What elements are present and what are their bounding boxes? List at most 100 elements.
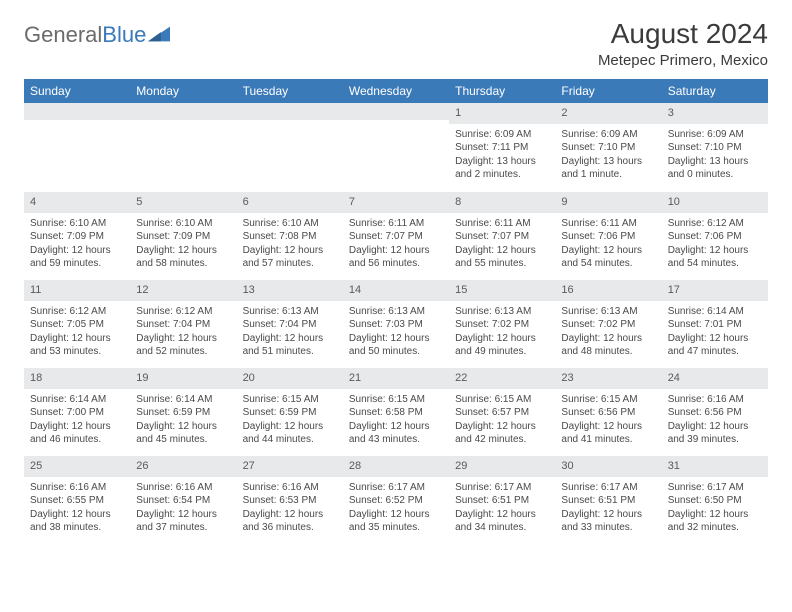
daylight-text: Daylight: 12 hours and 38 minutes. — [30, 508, 124, 535]
sunrise-text: Sunrise: 6:13 AM — [455, 305, 549, 319]
day-number — [130, 103, 236, 121]
sunrise-text: Sunrise: 6:15 AM — [349, 393, 443, 407]
sunset-text: Sunset: 6:53 PM — [243, 494, 337, 508]
calendar-cell: 31Sunrise: 6:17 AMSunset: 6:50 PMDayligh… — [662, 455, 768, 543]
day-content: Sunrise: 6:16 AMSunset: 6:56 PMDaylight:… — [662, 390, 768, 451]
daylight-text: Daylight: 12 hours and 56 minutes. — [349, 244, 443, 271]
daylight-text: Daylight: 12 hours and 45 minutes. — [136, 420, 230, 447]
calendar-cell — [237, 103, 343, 191]
daylight-text: Daylight: 12 hours and 32 minutes. — [668, 508, 762, 535]
calendar-cell: 12Sunrise: 6:12 AMSunset: 7:04 PMDayligh… — [130, 279, 236, 367]
day-content: Sunrise: 6:17 AMSunset: 6:50 PMDaylight:… — [662, 478, 768, 539]
day-content: Sunrise: 6:14 AMSunset: 7:00 PMDaylight:… — [24, 390, 130, 451]
day-number — [237, 103, 343, 121]
calendar-week-row: 1Sunrise: 6:09 AMSunset: 7:11 PMDaylight… — [24, 103, 768, 191]
sunrise-text: Sunrise: 6:12 AM — [30, 305, 124, 319]
sunset-text: Sunset: 7:04 PM — [136, 318, 230, 332]
day-content: Sunrise: 6:11 AMSunset: 7:07 PMDaylight:… — [343, 214, 449, 275]
day-number: 21 — [343, 368, 449, 390]
day-header-row: Sunday Monday Tuesday Wednesday Thursday… — [24, 79, 768, 103]
calendar-cell: 30Sunrise: 6:17 AMSunset: 6:51 PMDayligh… — [555, 455, 661, 543]
calendar-cell: 5Sunrise: 6:10 AMSunset: 7:09 PMDaylight… — [130, 191, 236, 279]
sunset-text: Sunset: 7:09 PM — [30, 230, 124, 244]
daylight-text: Daylight: 12 hours and 41 minutes. — [561, 420, 655, 447]
day-number: 19 — [130, 368, 236, 390]
brand-part2: Blue — [102, 22, 146, 48]
daylight-text: Daylight: 12 hours and 58 minutes. — [136, 244, 230, 271]
calendar-cell: 14Sunrise: 6:13 AMSunset: 7:03 PMDayligh… — [343, 279, 449, 367]
day-number: 22 — [449, 368, 555, 390]
calendar-table: Sunday Monday Tuesday Wednesday Thursday… — [24, 79, 768, 544]
sunrise-text: Sunrise: 6:13 AM — [243, 305, 337, 319]
day-number: 4 — [24, 192, 130, 214]
day-content: Sunrise: 6:09 AMSunset: 7:11 PMDaylight:… — [449, 125, 555, 186]
day-content: Sunrise: 6:10 AMSunset: 7:09 PMDaylight:… — [130, 214, 236, 275]
daylight-text: Daylight: 12 hours and 52 minutes. — [136, 332, 230, 359]
daylight-text: Daylight: 12 hours and 39 minutes. — [668, 420, 762, 447]
day-content: Sunrise: 6:14 AMSunset: 7:01 PMDaylight:… — [662, 302, 768, 363]
daylight-text: Daylight: 12 hours and 53 minutes. — [30, 332, 124, 359]
day-content: Sunrise: 6:16 AMSunset: 6:54 PMDaylight:… — [130, 478, 236, 539]
calendar-cell: 7Sunrise: 6:11 AMSunset: 7:07 PMDaylight… — [343, 191, 449, 279]
day-header: Tuesday — [237, 79, 343, 103]
sunrise-text: Sunrise: 6:16 AM — [668, 393, 762, 407]
day-content: Sunrise: 6:14 AMSunset: 6:59 PMDaylight:… — [130, 390, 236, 451]
daylight-text: Daylight: 13 hours and 0 minutes. — [668, 155, 762, 182]
daylight-text: Daylight: 12 hours and 49 minutes. — [455, 332, 549, 359]
logo-triangle-icon — [148, 26, 170, 42]
sunset-text: Sunset: 7:07 PM — [455, 230, 549, 244]
day-header: Monday — [130, 79, 236, 103]
calendar-cell — [24, 103, 130, 191]
calendar-cell — [343, 103, 449, 191]
day-number: 12 — [130, 280, 236, 302]
daylight-text: Daylight: 12 hours and 55 minutes. — [455, 244, 549, 271]
sunset-text: Sunset: 7:00 PM — [30, 406, 124, 420]
sunset-text: Sunset: 7:01 PM — [668, 318, 762, 332]
sunset-text: Sunset: 7:10 PM — [561, 141, 655, 155]
daylight-text: Daylight: 12 hours and 43 minutes. — [349, 420, 443, 447]
day-number: 11 — [24, 280, 130, 302]
sunrise-text: Sunrise: 6:10 AM — [30, 217, 124, 231]
sunset-text: Sunset: 7:11 PM — [455, 141, 549, 155]
day-header: Wednesday — [343, 79, 449, 103]
calendar-cell: 25Sunrise: 6:16 AMSunset: 6:55 PMDayligh… — [24, 455, 130, 543]
day-content: Sunrise: 6:12 AMSunset: 7:05 PMDaylight:… — [24, 302, 130, 363]
sunrise-text: Sunrise: 6:15 AM — [561, 393, 655, 407]
day-content: Sunrise: 6:16 AMSunset: 6:53 PMDaylight:… — [237, 478, 343, 539]
day-number: 2 — [555, 103, 661, 125]
day-content: Sunrise: 6:11 AMSunset: 7:07 PMDaylight:… — [449, 214, 555, 275]
daylight-text: Daylight: 13 hours and 1 minute. — [561, 155, 655, 182]
sunrise-text: Sunrise: 6:10 AM — [243, 217, 337, 231]
day-number: 28 — [343, 456, 449, 478]
calendar-week-row: 18Sunrise: 6:14 AMSunset: 7:00 PMDayligh… — [24, 367, 768, 455]
daylight-text: Daylight: 12 hours and 48 minutes. — [561, 332, 655, 359]
day-number: 9 — [555, 192, 661, 214]
calendar-cell: 26Sunrise: 6:16 AMSunset: 6:54 PMDayligh… — [130, 455, 236, 543]
calendar-cell: 3Sunrise: 6:09 AMSunset: 7:10 PMDaylight… — [662, 103, 768, 191]
day-content: Sunrise: 6:13 AMSunset: 7:04 PMDaylight:… — [237, 302, 343, 363]
day-content: Sunrise: 6:10 AMSunset: 7:08 PMDaylight:… — [237, 214, 343, 275]
sunrise-text: Sunrise: 6:09 AM — [668, 128, 762, 142]
calendar-page: GeneralBlue August 2024 Metepec Primero,… — [0, 0, 792, 554]
day-number: 31 — [662, 456, 768, 478]
sunrise-text: Sunrise: 6:16 AM — [30, 481, 124, 495]
calendar-cell: 21Sunrise: 6:15 AMSunset: 6:58 PMDayligh… — [343, 367, 449, 455]
title-block: August 2024 Metepec Primero, Mexico — [598, 18, 768, 69]
day-number: 29 — [449, 456, 555, 478]
day-number: 5 — [130, 192, 236, 214]
day-header: Sunday — [24, 79, 130, 103]
daylight-text: Daylight: 12 hours and 54 minutes. — [668, 244, 762, 271]
day-content: Sunrise: 6:15 AMSunset: 6:56 PMDaylight:… — [555, 390, 661, 451]
sunset-text: Sunset: 6:59 PM — [243, 406, 337, 420]
day-number: 14 — [343, 280, 449, 302]
sunset-text: Sunset: 7:09 PM — [136, 230, 230, 244]
day-content: Sunrise: 6:17 AMSunset: 6:51 PMDaylight:… — [449, 478, 555, 539]
sunrise-text: Sunrise: 6:11 AM — [455, 217, 549, 231]
sunset-text: Sunset: 6:51 PM — [455, 494, 549, 508]
calendar-cell: 10Sunrise: 6:12 AMSunset: 7:06 PMDayligh… — [662, 191, 768, 279]
daylight-text: Daylight: 12 hours and 36 minutes. — [243, 508, 337, 535]
daylight-text: Daylight: 12 hours and 50 minutes. — [349, 332, 443, 359]
sunset-text: Sunset: 7:04 PM — [243, 318, 337, 332]
month-title: August 2024 — [598, 18, 768, 50]
day-content: Sunrise: 6:13 AMSunset: 7:02 PMDaylight:… — [555, 302, 661, 363]
